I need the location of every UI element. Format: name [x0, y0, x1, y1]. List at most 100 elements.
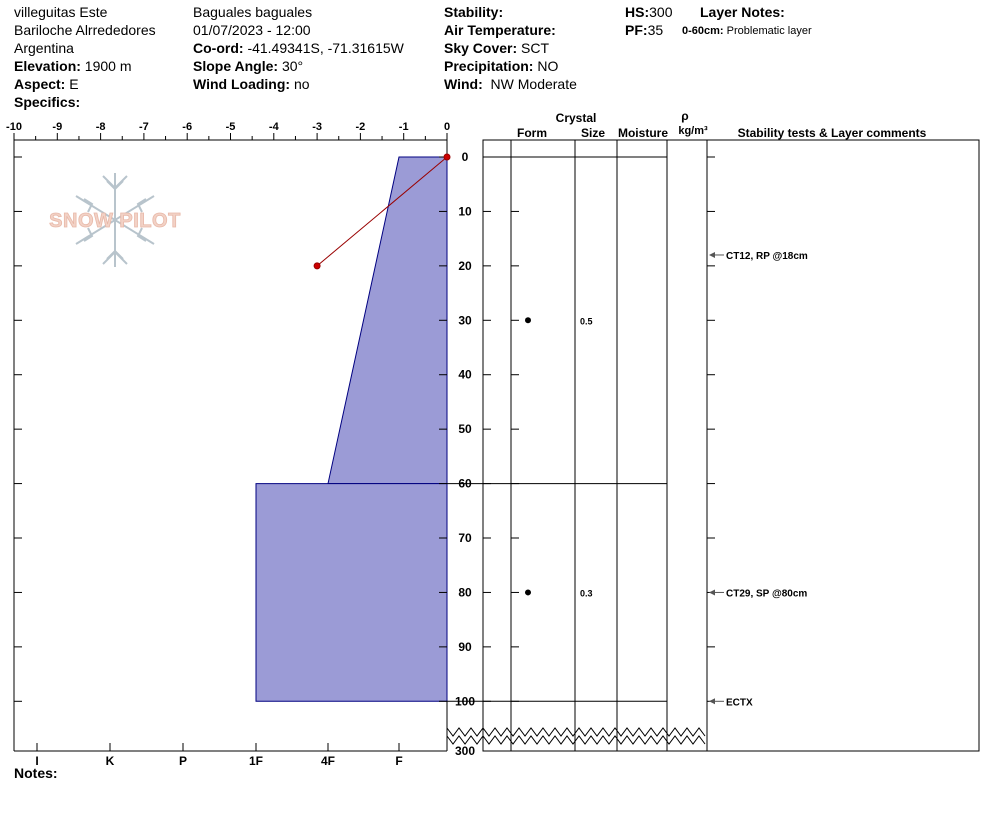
region-name: Bariloche Alrrededores: [14, 22, 156, 38]
hs-row: HS:300: [625, 3, 672, 21]
temperature-axis: -10 -9 -8 -7 -6 -5 -4 -3 -2 -1 0: [6, 121, 450, 140]
pf-row: PF:35: [625, 21, 672, 39]
crystal-rows: 0.5 0.3: [525, 316, 593, 598]
air-temp-row: Air Temperature:: [444, 21, 577, 39]
test-arrow-head: [709, 589, 715, 596]
aspect-label: Aspect:: [14, 76, 66, 92]
hardness-axis: I K P 1F 4F F: [35, 743, 403, 768]
coord-label: Co-ord:: [193, 40, 244, 56]
elevation-row: Elevation: 1900 m: [14, 57, 156, 75]
layer-boundaries: [447, 156, 667, 702]
precip-row: Precipitation: NO: [444, 57, 577, 75]
specifics-row: Specifics:: [14, 93, 156, 111]
hardness-layer-1: [327, 156, 448, 485]
hardness-tick-label: 4F: [321, 754, 335, 768]
header-rho: ρ: [681, 109, 688, 123]
temp-tick-label: -6: [182, 121, 192, 133]
logo-text-shadow: SNOW PILOT: [49, 210, 181, 233]
test-label: CT12, RP @18cm: [726, 251, 808, 262]
crystal-size: 0.5: [580, 316, 593, 326]
logo-text: SNOW PILOT: [49, 210, 181, 232]
depth-break-label: 300: [455, 744, 475, 758]
country-name: Argentina: [14, 40, 74, 56]
temp-tick-label: -10: [6, 121, 22, 133]
hs-value: 300: [649, 4, 673, 20]
temp-tick-label: -1: [399, 121, 409, 133]
zigzag-line-2: [446, 735, 706, 745]
depth-tick-label: 70: [458, 531, 472, 545]
slope-row: Slope Angle: 30°: [193, 57, 404, 75]
hardness-tick-label: K: [106, 754, 115, 768]
wind-loading-row: Wind Loading: no: [193, 75, 404, 93]
test-label: CT29, SP @80cm: [726, 588, 807, 599]
hardness-tick-label: F: [395, 754, 402, 768]
sky-label: Sky Cover:: [444, 40, 518, 56]
temp-tick-label: -3: [312, 121, 322, 133]
pf-label: PF:: [625, 22, 648, 38]
depth-tick-label: 50: [458, 422, 472, 436]
precip-value: NO: [537, 58, 559, 74]
temp-tick-label: -9: [52, 121, 62, 133]
header-form: Form: [517, 126, 547, 140]
header-moisture: Moisture: [618, 126, 668, 140]
snowpilot-logo: SNOW PILOT: [49, 173, 181, 267]
temp-tick-label: 0: [444, 121, 450, 133]
header-column-1: villeguitas Este Bariloche Alrrededores …: [14, 3, 156, 111]
hardness-tick-label: I: [35, 754, 38, 768]
layer-note-row: 0-60cm: Problematic layer: [682, 22, 812, 40]
wind-value: NW Moderate: [490, 76, 577, 92]
header-density-unit: kg/m³: [678, 125, 708, 137]
precip-label: Precipitation:: [444, 58, 534, 74]
elevation-label: Elevation:: [14, 58, 81, 74]
crystal-form-dot: [525, 317, 531, 324]
depth-tick-label: 10: [458, 204, 472, 218]
wind-label: Wind:: [444, 76, 483, 92]
header-comments: Stability tests & Layer comments: [738, 126, 927, 140]
stability-label: Stability:: [444, 4, 504, 20]
wind-loading-value: no: [293, 76, 310, 92]
elevation-value: 1900 m: [84, 58, 132, 74]
temperature-line: [316, 156, 448, 267]
header-column-2: Baguales baguales 01/07/2023 - 12:00 Co-…: [193, 3, 404, 93]
layers-panel: Crystal Form Size Moisture ρ kg/m³ Stabi…: [482, 109, 980, 752]
layers-panel-frame: [482, 139, 980, 752]
hardness-tick-label: 1F: [249, 754, 263, 768]
coord-value: -41.49341S, -71.31615W: [247, 40, 404, 56]
crystal-form-dot: [525, 589, 531, 596]
location-name: villeguitas Este: [14, 4, 108, 20]
depth-tick-label: 40: [458, 368, 472, 382]
stability-tests: CT12, RP @18cm CT29, SP @80cm ECTX: [709, 251, 808, 708]
wind-row: Wind: NW Moderate: [444, 75, 577, 93]
hs-label: HS:: [625, 4, 650, 20]
temp-tick-label: -8: [96, 121, 106, 133]
notes-label: Notes:: [14, 765, 58, 781]
wind-loading-label: Wind Loading:: [193, 76, 291, 92]
layer-note-range: 0-60cm:: [682, 25, 724, 37]
temp-tick-label: -7: [139, 121, 149, 133]
slope-label: Slope Angle:: [193, 58, 279, 74]
sky-row: Sky Cover: SCT: [444, 39, 577, 57]
crystal-size: 0.3: [580, 588, 593, 598]
header-column-4: HS:300 PF:35: [625, 3, 672, 39]
hardness-tick-label: P: [179, 754, 187, 768]
layer-notes-label: Layer Notes:: [700, 4, 785, 20]
snowflake-icon: [75, 173, 155, 267]
observer-name: Baguales baguales: [193, 4, 313, 20]
header-column-3: Stability: Air Temperature: Sky Cover: S…: [444, 3, 577, 93]
header-crystal: Crystal: [556, 111, 597, 125]
layer-notes-title: Layer Notes:: [700, 3, 785, 21]
depth-tick-label: 0: [462, 150, 469, 164]
header-size: Size: [581, 126, 605, 140]
temperature-point: [443, 153, 451, 161]
zigzag-line-1: [446, 727, 706, 737]
depth-tick-label: 30: [458, 313, 472, 327]
air-temp-label: Air Temperature:: [444, 22, 556, 38]
coord-row: Co-ord: -41.49341S, -71.31615W: [193, 39, 404, 57]
sky-value: SCT: [521, 40, 550, 56]
temp-tick-label: -4: [269, 121, 280, 133]
hardness-layers: [255, 156, 448, 702]
depth-tick-label: 80: [458, 585, 472, 599]
temperature-profile: [313, 153, 451, 270]
